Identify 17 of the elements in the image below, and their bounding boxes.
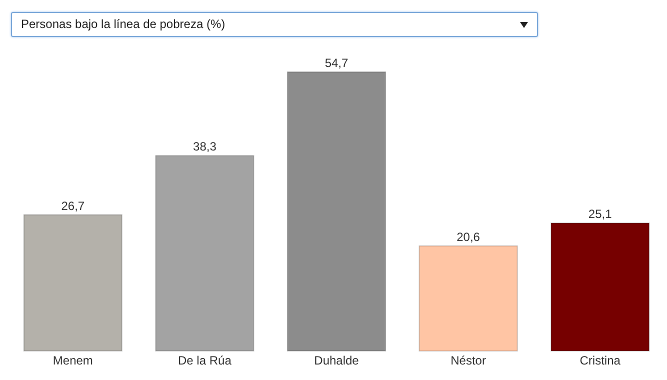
dropdown-field: Personas bajo la línea de pobreza (%)	[11, 12, 538, 37]
bar	[286, 71, 386, 352]
bar	[155, 155, 254, 352]
data-label: 38,3	[193, 140, 217, 154]
x-tick-label: De la Rúa	[178, 354, 232, 368]
x-tick-label: Néstor	[450, 354, 486, 368]
data-label: 25,1	[588, 206, 612, 221]
x-tick-label: Cristina	[580, 354, 621, 368]
data-label: 26,7	[61, 198, 85, 213]
chart-title: Personas bajo la línea de pobreza (%)	[21, 16, 226, 33]
data-label: 20,6	[456, 230, 480, 244]
bar	[550, 222, 650, 352]
x-tick-label: Menem	[52, 354, 93, 368]
data-label: 54,7	[324, 56, 348, 70]
x-tick-label: Duhalde	[314, 354, 360, 368]
bar	[418, 245, 518, 352]
bar	[23, 214, 122, 352]
